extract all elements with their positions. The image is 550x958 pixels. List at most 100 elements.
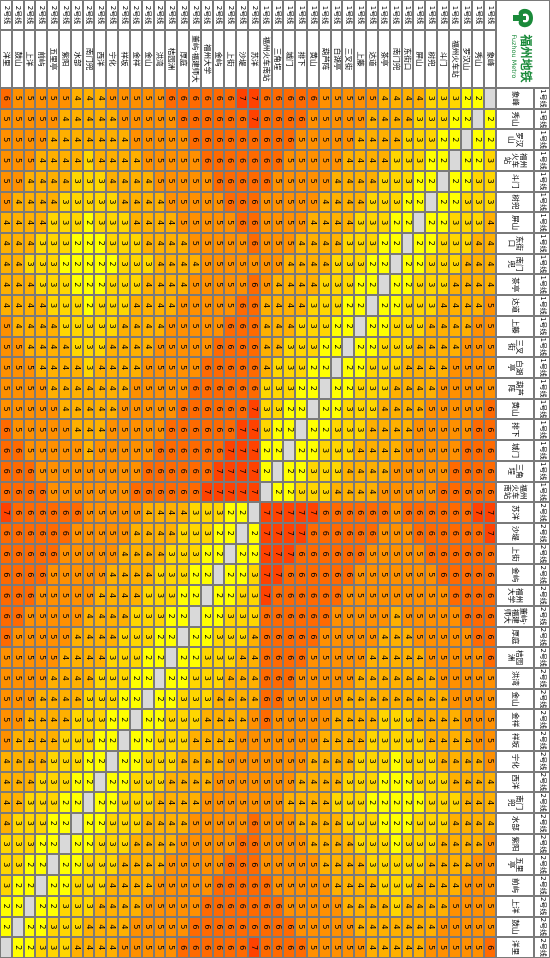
fare-cell: 5 bbox=[318, 688, 331, 710]
fare-cell: 6 bbox=[212, 378, 225, 399]
fare-cell: 3 bbox=[82, 315, 95, 337]
fare-cell: 4 bbox=[460, 730, 473, 751]
fare-cell: 5 bbox=[460, 668, 473, 689]
fare-cell: 5 bbox=[106, 481, 119, 503]
fare-cell: 5 bbox=[259, 730, 272, 751]
fare-cell: 6 bbox=[460, 502, 473, 523]
fare-cell: 3 bbox=[389, 315, 402, 337]
fare-cell: 3 bbox=[389, 357, 402, 378]
fare-cell: 4 bbox=[448, 771, 461, 793]
fare-cell: 4 bbox=[389, 916, 402, 938]
fare-cell: 4 bbox=[35, 191, 48, 213]
fare-cell: 7 bbox=[295, 523, 308, 544]
fare-cell: 4 bbox=[177, 813, 189, 834]
fare-cell: 4 bbox=[248, 647, 260, 668]
fare-cell: 3 bbox=[59, 315, 71, 337]
fare-cell: 6 bbox=[283, 605, 296, 627]
fare-cell: 5 bbox=[94, 481, 107, 503]
fare-cell: 4 bbox=[59, 668, 71, 689]
fare-cell: 5 bbox=[0, 336, 12, 358]
row-line: 1号线 bbox=[436, 0, 449, 30]
fare-cell: 4 bbox=[460, 295, 473, 316]
fare-cell: 3 bbox=[177, 730, 189, 751]
fare-cell: 2 bbox=[129, 750, 142, 772]
fare-cell: 5 bbox=[177, 150, 189, 171]
fare-cell: 2 bbox=[82, 253, 95, 275]
fare-cell: 4 bbox=[330, 212, 343, 233]
fare-cell: 5 bbox=[224, 233, 237, 254]
fare-cell: 3 bbox=[82, 895, 95, 917]
row-line: 1号线 bbox=[318, 0, 331, 30]
empty-cell bbox=[188, 605, 201, 627]
fare-cell: 2 bbox=[318, 336, 331, 358]
fare-cell: 5 bbox=[118, 88, 130, 109]
fare-cell: 4 bbox=[413, 688, 426, 710]
fare-cell: 3 bbox=[484, 170, 496, 192]
row-station: 苏洋 bbox=[248, 30, 260, 88]
fare-cell: 4 bbox=[401, 688, 414, 710]
fare-cell: 5 bbox=[448, 440, 461, 461]
fare-cell: 6 bbox=[236, 378, 248, 399]
fare-cell: 2 bbox=[82, 750, 95, 772]
fare-cell: 5 bbox=[118, 481, 130, 503]
fare-cell: 4 bbox=[118, 170, 130, 192]
fare-cell: 5 bbox=[47, 647, 60, 668]
fare-cell: 5 bbox=[283, 709, 296, 731]
fare-cell: 2 bbox=[401, 212, 414, 233]
fare-cell: 6 bbox=[236, 191, 248, 213]
fare-cell: 4 bbox=[82, 916, 95, 938]
fare-cell: 4 bbox=[82, 937, 95, 958]
fare-cell: 6 bbox=[236, 398, 248, 420]
fare-cell: 5 bbox=[425, 647, 437, 668]
fare-cell: 5 bbox=[436, 647, 449, 668]
fare-cell: 5 bbox=[129, 502, 142, 523]
fare-cell: 3 bbox=[47, 295, 60, 316]
fare-cell: 6 bbox=[330, 502, 343, 523]
row-station: 洋里 bbox=[0, 30, 12, 88]
row-station: 五里亭 bbox=[47, 30, 60, 88]
column-station: 鼓山 bbox=[496, 916, 534, 938]
fare-cell: 6 bbox=[259, 170, 272, 192]
fare-cell: 7 bbox=[307, 502, 319, 523]
fare-cell: 3 bbox=[177, 564, 189, 586]
fare-cell: 6 bbox=[188, 460, 201, 482]
empty-cell bbox=[129, 709, 142, 731]
fare-cell: 4 bbox=[224, 709, 237, 731]
fare-cell: 4 bbox=[118, 543, 130, 565]
fare-cell: 5 bbox=[354, 647, 367, 668]
fare-cell: 3 bbox=[413, 730, 426, 751]
fare-cell: 5 bbox=[248, 730, 260, 751]
fare-cell: 3 bbox=[141, 626, 154, 648]
fare-cell: 6 bbox=[141, 460, 154, 482]
fare-cell: 2 bbox=[118, 709, 130, 731]
fare-cell: 2 bbox=[377, 771, 390, 793]
fare-cell: 3 bbox=[342, 792, 355, 813]
fare-cell: 2 bbox=[11, 875, 24, 896]
fare-cell: 3 bbox=[94, 875, 107, 896]
fare-cell: 3 bbox=[342, 274, 355, 296]
fare-cell: 6 bbox=[236, 833, 248, 855]
fare-cell: 6 bbox=[283, 647, 296, 668]
fare-cell: 3 bbox=[106, 191, 119, 213]
fare-cell: 3 bbox=[200, 502, 213, 523]
fare-cell: 5 bbox=[448, 688, 461, 710]
fare-cell: 4 bbox=[389, 668, 402, 689]
fare-cell: 5 bbox=[271, 875, 284, 896]
fare-cell: 4 bbox=[94, 895, 107, 917]
row-line: 1号线 bbox=[448, 0, 461, 30]
fare-cell: 4 bbox=[460, 274, 473, 296]
fare-cell: 4 bbox=[354, 668, 367, 689]
fare-cell: 6 bbox=[59, 523, 71, 544]
fare-cell: 6 bbox=[212, 895, 225, 917]
fare-cell: 4 bbox=[118, 564, 130, 586]
fare-cell: 5 bbox=[401, 585, 414, 606]
fare-cell: 4 bbox=[318, 253, 331, 275]
fare-cell: 3 bbox=[129, 233, 142, 254]
fare-cell: 5 bbox=[436, 378, 449, 399]
fare-cell: 5 bbox=[401, 543, 414, 565]
fare-cell: 5 bbox=[460, 875, 473, 896]
fare-cell: 2 bbox=[342, 378, 355, 399]
fare-cell: 6 bbox=[283, 916, 296, 938]
fare-cell: 2 bbox=[224, 523, 237, 544]
fare-cell: 3 bbox=[389, 895, 402, 917]
